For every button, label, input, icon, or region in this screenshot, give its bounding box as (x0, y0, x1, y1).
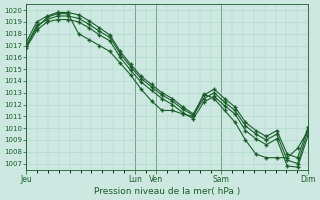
X-axis label: Pression niveau de la mer( hPa ): Pression niveau de la mer( hPa ) (94, 187, 240, 196)
